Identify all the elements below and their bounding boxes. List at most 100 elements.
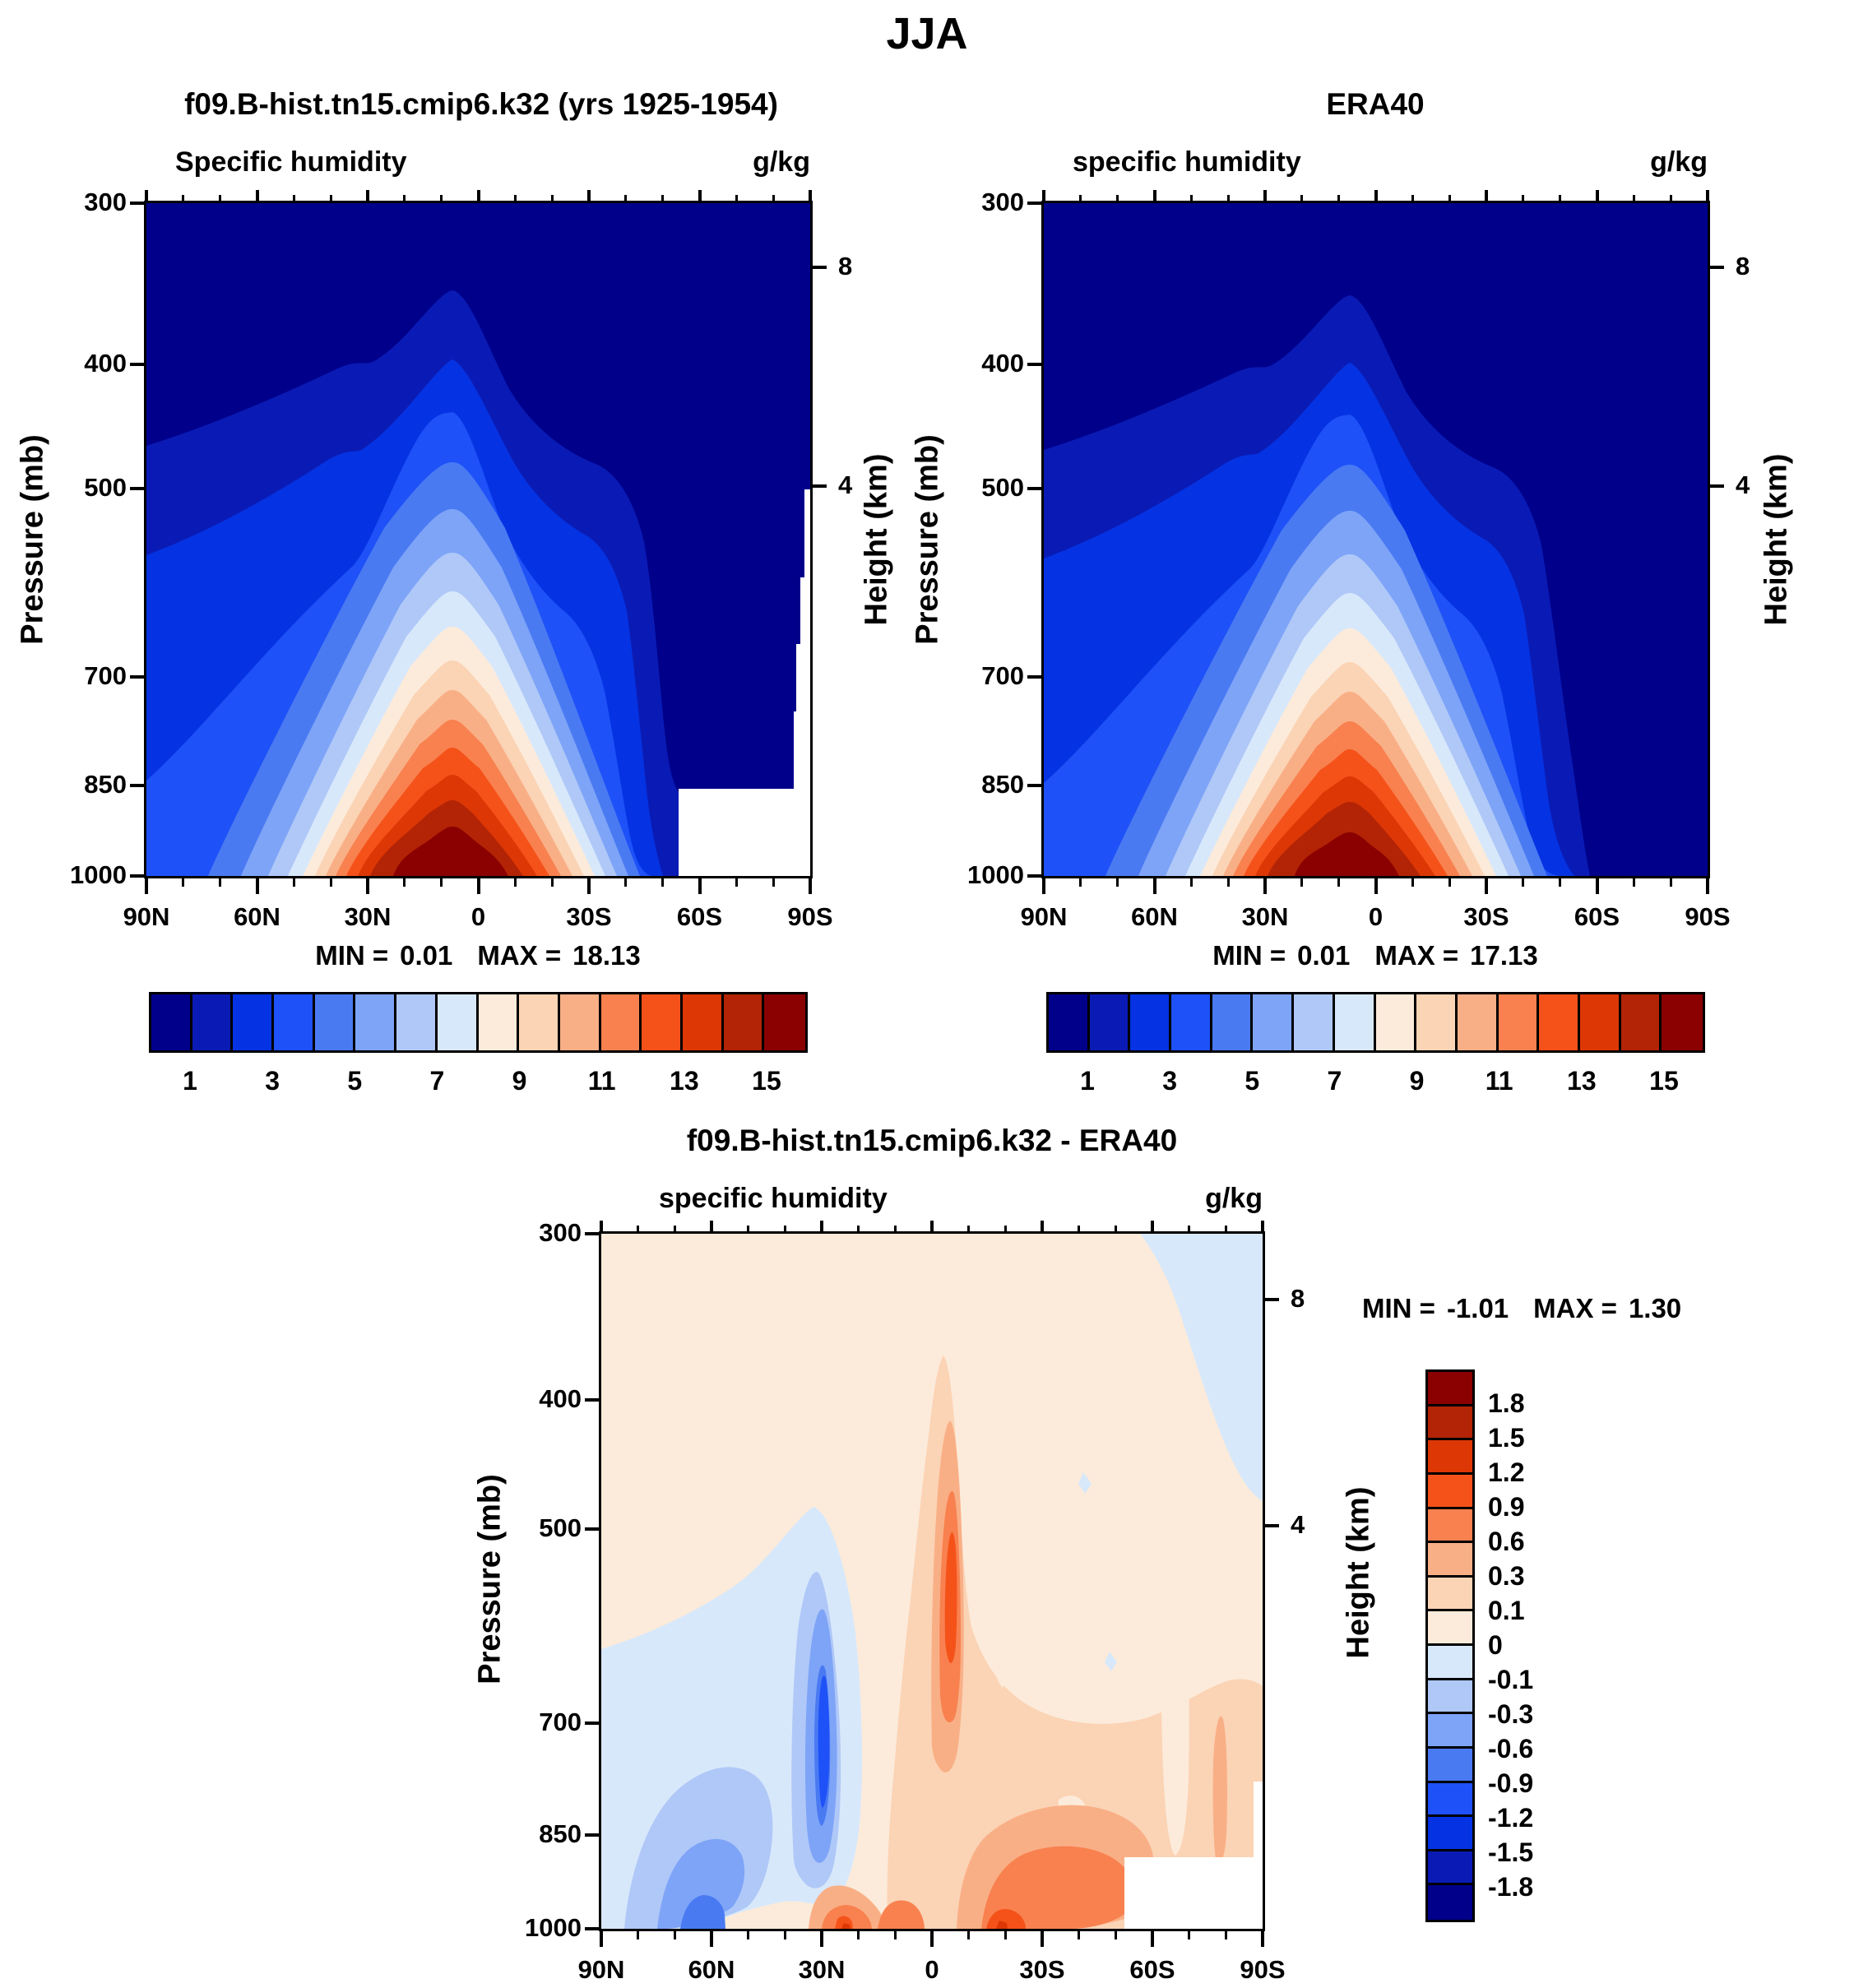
min-label: MIN = <box>315 940 389 971</box>
pressure-tick-label: 850 <box>539 1819 582 1848</box>
colorbar-cell <box>1428 1782 1472 1818</box>
colorbar-tick-label: 15 <box>752 1066 781 1096</box>
lat-tick-label: 90S <box>1685 902 1731 931</box>
lat-tick-top <box>673 1226 676 1234</box>
colorbar-cell <box>1428 1714 1472 1749</box>
colorbar-cell <box>274 994 315 1050</box>
lat-tick <box>783 1929 786 1939</box>
lat-tick-top <box>587 190 591 203</box>
lat-tick-label: 90S <box>787 902 833 931</box>
contour-band <box>986 1601 1014 1688</box>
colorbar-tick-label: 13 <box>1567 1066 1597 1096</box>
colorbar-tick-label: 3 <box>1162 1066 1178 1096</box>
lat-tick-top <box>403 195 406 203</box>
lat-tick-top <box>735 195 738 203</box>
lat-tick <box>1337 876 1341 887</box>
lat-tick <box>1448 876 1451 887</box>
pressure-tick-label: 400 <box>84 348 127 378</box>
lat-tick-label: 90N <box>1020 902 1068 931</box>
colorbar-tick-label: 1.8 <box>1488 1388 1525 1418</box>
lat-tick-top <box>661 195 665 203</box>
colorbar-tick-label: 1.5 <box>1488 1423 1525 1453</box>
pressure-tick <box>130 362 146 366</box>
lat-tick-top <box>292 195 295 203</box>
panel-diff-height-axis-label: Height (km) <box>1341 1486 1376 1659</box>
lat-tick-top <box>747 1226 750 1234</box>
lat-tick <box>1189 876 1193 887</box>
colorbar-cell <box>1539 994 1580 1050</box>
panel-diff-title: f09.B-hist.tn15.cmip6.k32 - ERA40 <box>686 1124 1178 1157</box>
lat-tick <box>857 1929 860 1939</box>
colorbar-cell <box>151 994 192 1050</box>
pressure-tick <box>1027 874 1044 878</box>
lat-tick-top <box>550 195 554 203</box>
colorbar-cell <box>1428 1680 1472 1715</box>
pressure-tick-label: 1000 <box>70 860 127 889</box>
colorbar-cell <box>437 994 479 1050</box>
lat-tick <box>1706 876 1709 894</box>
contour-band <box>1212 1716 1227 1864</box>
lat-tick-label: 90N <box>123 902 170 931</box>
colorbar-cell <box>1375 994 1417 1050</box>
min-value: 0.01 <box>1297 940 1351 971</box>
height-tick <box>1708 265 1724 269</box>
pressure-tick <box>1027 202 1044 205</box>
lat-tick-top <box>710 1221 713 1234</box>
contour-band <box>996 1921 1008 1929</box>
panel-model-colorbar <box>149 992 808 1053</box>
contour-band <box>1105 1652 1117 1671</box>
contour-band <box>1295 832 1399 876</box>
lat-tick <box>624 876 628 887</box>
colorbar-cell <box>682 994 724 1050</box>
pressure-tick <box>130 874 146 878</box>
colorbar-cell <box>1428 1611 1472 1646</box>
lat-tick-top <box>600 1221 603 1234</box>
panel-era40-pressure-axis-label: Pressure (mb) <box>910 434 945 645</box>
lat-tick <box>967 1929 971 1939</box>
pressure-tick <box>585 1721 601 1725</box>
pressure-tick-label: 850 <box>84 769 127 799</box>
lat-tick <box>182 876 185 887</box>
max-value: 17.13 <box>1470 940 1538 971</box>
colorbar-tick-label: -1.2 <box>1488 1803 1534 1833</box>
contour-band <box>986 1908 1026 1929</box>
panel-diff-plot <box>599 1231 1265 1931</box>
lat-tick <box>930 1929 934 1947</box>
height-tick-label: 8 <box>1736 251 1750 280</box>
pressure-tick <box>1027 362 1044 366</box>
colorbar-cell <box>1428 1406 1472 1441</box>
masked-topography-region <box>679 489 810 876</box>
lat-tick-top <box>698 190 702 203</box>
lat-tick <box>1152 876 1156 894</box>
panel-model-field-label: Specific humidity <box>175 146 407 178</box>
colorbar-tick-label: 15 <box>1649 1066 1679 1096</box>
colorbar-cell <box>1294 994 1335 1050</box>
max-label: MAX = <box>1533 1293 1617 1323</box>
lat-tick-label: 60N <box>234 902 280 931</box>
lat-tick <box>1079 876 1082 887</box>
colorbar-cell <box>314 994 356 1050</box>
colorbar-tick-label: 1.2 <box>1488 1457 1525 1487</box>
colorbar-tick-label: -1.5 <box>1488 1837 1534 1867</box>
panel-era40-plot <box>1041 201 1710 878</box>
lat-tick-top <box>1300 195 1304 203</box>
lat-tick <box>673 1929 676 1939</box>
lat-tick-label: 0 <box>1368 902 1384 931</box>
colorbar-cell <box>396 994 438 1050</box>
lat-tick-top <box>1041 1221 1044 1234</box>
colorbar-cell <box>600 994 642 1050</box>
lat-tick-top <box>1079 195 1082 203</box>
lat-tick <box>1595 876 1599 894</box>
lat-tick-label: 30N <box>1241 902 1289 931</box>
max-value: 1.30 <box>1628 1293 1682 1323</box>
lat-tick-label: 60S <box>1574 902 1620 931</box>
lat-tick <box>366 876 369 894</box>
lat-tick-top <box>1224 1226 1227 1234</box>
colorbar-cell <box>1428 1474 1472 1509</box>
lat-tick <box>1261 1929 1264 1947</box>
lat-tick <box>440 876 443 887</box>
era40-contour-plot <box>1044 203 1708 876</box>
lat-tick <box>809 876 812 894</box>
lat-tick-top <box>1374 190 1378 203</box>
colorbar-cell <box>1579 994 1621 1050</box>
